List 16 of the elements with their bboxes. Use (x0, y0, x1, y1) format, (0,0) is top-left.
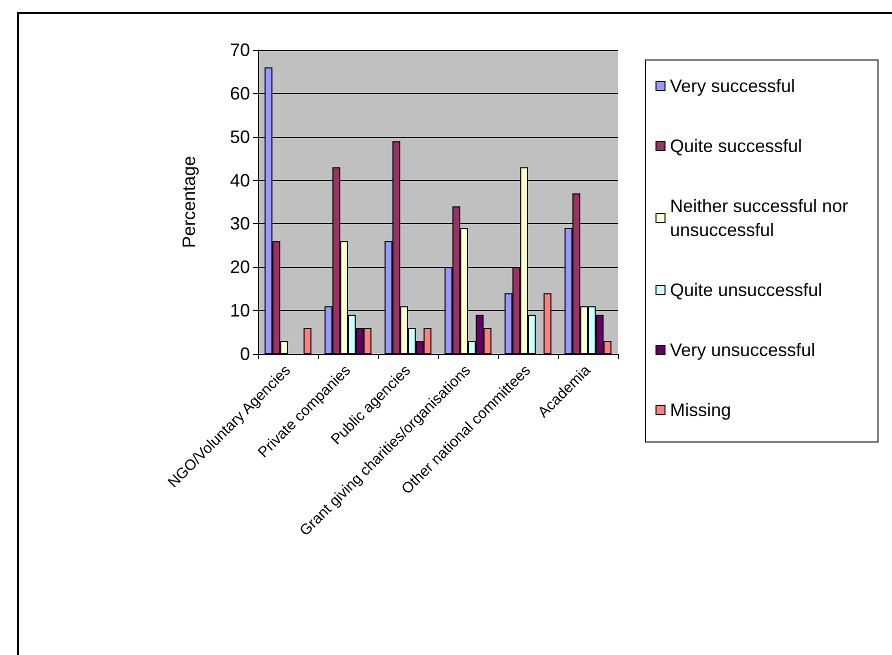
y-tick-label: 0 (240, 344, 250, 364)
legend-label: Quite successful (670, 136, 802, 156)
bar (304, 328, 312, 354)
legend-label: Missing (670, 400, 732, 420)
y-tick-label: 10 (230, 300, 250, 321)
y-tick-label: 60 (230, 83, 250, 104)
legend-label: Very unsuccessful (670, 340, 816, 360)
y-tick-label: 40 (230, 170, 250, 190)
y-tick-label: 50 (230, 126, 250, 147)
y-tick-label: 20 (230, 257, 250, 278)
y-axis-title: Percentage (179, 156, 199, 248)
legend-label: Very successful (670, 76, 796, 96)
legend-label: Neither successful nor unsuccessful (670, 196, 854, 240)
y-tick-label: 70 (230, 40, 250, 60)
legend-label: Quite unsuccessful (670, 280, 822, 300)
y-tick-label: 30 (230, 214, 250, 234)
